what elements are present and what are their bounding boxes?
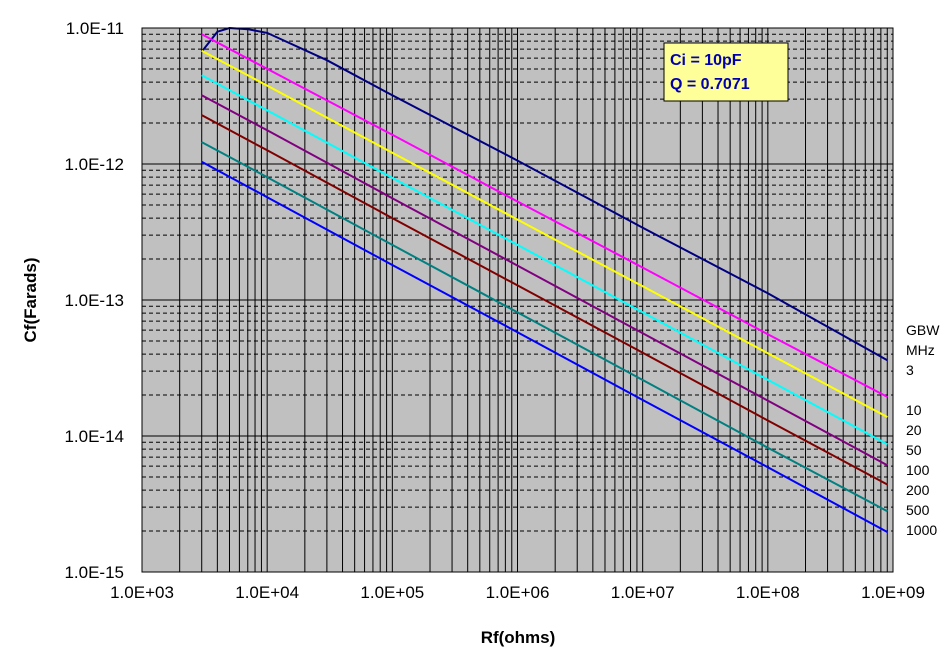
series-group bbox=[200, 26, 888, 533]
y-axis-label: Cf(Farads) bbox=[21, 257, 40, 342]
series-line-50mhz bbox=[201, 74, 888, 446]
x-tick-label: 1.0E+03 bbox=[110, 583, 174, 602]
y-tick-labels: 1.0E-11 1.0E-12 1.0E-13 1.0E-14 1.0E-15 bbox=[64, 19, 124, 582]
y-tick-label: 1.0E-11 bbox=[66, 19, 124, 38]
series-label-500: 500 bbox=[906, 502, 930, 518]
series-line-500mhz bbox=[201, 141, 888, 513]
series-line-10mhz bbox=[201, 33, 888, 398]
series-label-100: 100 bbox=[906, 462, 930, 478]
annotation-ci: Ci = 10pF bbox=[670, 52, 742, 69]
series-label-50: 50 bbox=[906, 442, 922, 458]
x-tick-label: 1.0E+06 bbox=[486, 583, 550, 602]
x-tick-label: 1.0E+07 bbox=[611, 583, 675, 602]
legend: GBW MHz 3 10 20 50 100 200 500 1000 bbox=[906, 322, 940, 538]
series-label-200: 200 bbox=[906, 482, 930, 498]
series-line-200mhz bbox=[201, 114, 888, 486]
series-label-1000: 1000 bbox=[906, 522, 937, 538]
y-tick-label: 1.0E-12 bbox=[64, 155, 124, 174]
x-tick-label: 1.0E+05 bbox=[360, 583, 424, 602]
series-line-20mhz bbox=[201, 49, 888, 418]
plot-border bbox=[141, 27, 894, 573]
x-tick-label: 1.0E+08 bbox=[736, 583, 800, 602]
series-label-10: 10 bbox=[906, 402, 922, 418]
annotation-box: Ci = 10pF Q = 0.7071 bbox=[663, 42, 789, 102]
x-tick-label: 1.0E+04 bbox=[235, 583, 299, 602]
x-tick-label: 1.0E+09 bbox=[861, 583, 925, 602]
series-line-100mhz bbox=[201, 94, 888, 467]
y-tick-label: 1.0E-15 bbox=[64, 563, 124, 582]
series-line-1000mhz bbox=[201, 160, 888, 533]
legend-header-mhz: MHz bbox=[906, 342, 935, 358]
legend-header-gbw: GBW bbox=[906, 322, 940, 338]
annotation-q: Q = 0.7071 bbox=[670, 76, 750, 93]
series-label-3: 3 bbox=[906, 362, 914, 378]
x-axis-label: Rf(ohms) bbox=[481, 628, 556, 647]
series-label-20: 20 bbox=[906, 422, 922, 438]
y-tick-label: 1.0E-14 bbox=[64, 427, 124, 446]
x-tick-labels: 1.0E+03 1.0E+04 1.0E+05 1.0E+06 1.0E+07 1.0E+… bbox=[110, 583, 925, 602]
series-line-3mhz bbox=[200, 26, 888, 362]
y-tick-label: 1.0E-13 bbox=[64, 291, 124, 310]
